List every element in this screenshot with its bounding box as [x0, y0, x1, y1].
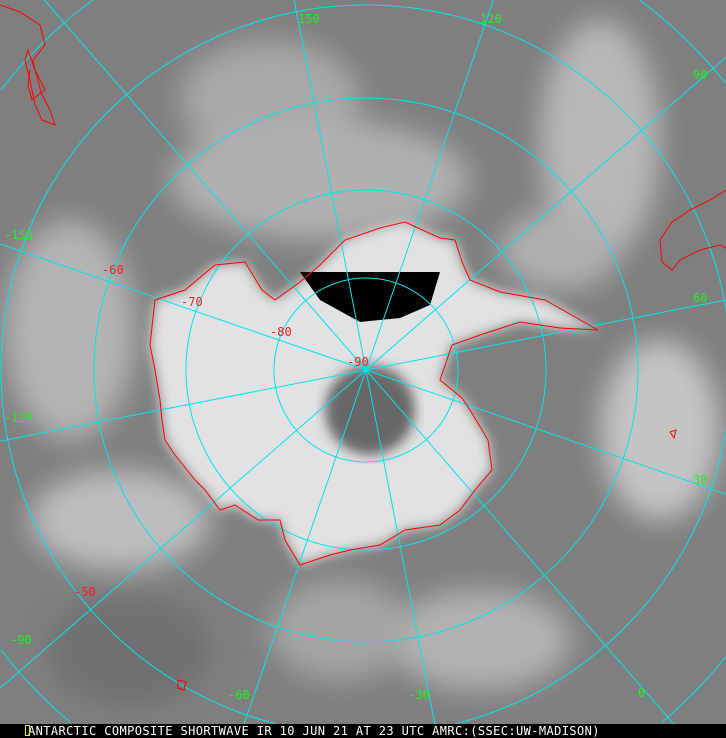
ice-plateau-noise: [325, 365, 415, 455]
latitude-circle: [185, 189, 547, 551]
meridian-line: [0, 243, 367, 371]
meridian-line: [365, 0, 494, 371]
island-coastline: [177, 679, 187, 691]
meridian-line: [44, 0, 367, 371]
latitude-circle: [0, 4, 726, 724]
lon-label-minus90: -90: [10, 633, 32, 647]
meridian-line: [365, 369, 436, 724]
lon-label-minus30: -30: [408, 688, 430, 702]
lat-label-minus50: -50: [74, 585, 96, 599]
polar-night-mask: [300, 272, 440, 322]
lat-label-minus80: -80: [270, 325, 292, 339]
meridian-line: [365, 369, 726, 495]
lon-label-90: 90: [693, 68, 708, 82]
meridian-line: [293, 0, 367, 371]
lat-label-minus60: -60: [102, 263, 124, 277]
lon-label-minus150: -150: [4, 228, 33, 242]
meridian-line: [365, 299, 726, 371]
lon-label-120: 120: [480, 12, 502, 26]
coastline: [0, 4, 726, 691]
south-america-coastline: [659, 189, 726, 271]
latitude-circle: [273, 277, 459, 463]
lat-label-minus90: -90: [347, 355, 369, 369]
new-zealand-south-coastline: [24, 48, 56, 126]
meridian-line: [0, 369, 367, 442]
lon-label-minus60: -60: [228, 688, 250, 702]
lon-label-60: 60: [693, 291, 708, 305]
island-coastline: [669, 429, 677, 440]
meridian-line: [0, 369, 367, 689]
meridian-line: [243, 369, 367, 724]
latitude-circle: [93, 97, 639, 643]
meridian-line: [365, 369, 675, 724]
lon-label-150: 150: [298, 12, 320, 26]
lon-label-30: 30: [693, 473, 708, 487]
antarctica-coastline: [149, 221, 599, 566]
lon-label-0: 0: [638, 686, 646, 700]
image-caption: ANTARCTIC COMPOSITE SHORTWAVE IR 10 JUN …: [0, 724, 726, 738]
meridian-line: [365, 56, 726, 371]
caption-marker: [25, 725, 30, 736]
lon-label-minus120: -120: [4, 411, 33, 425]
latitude-circle: [0, 0, 726, 723]
lat-label-minus70: -70: [181, 295, 203, 309]
